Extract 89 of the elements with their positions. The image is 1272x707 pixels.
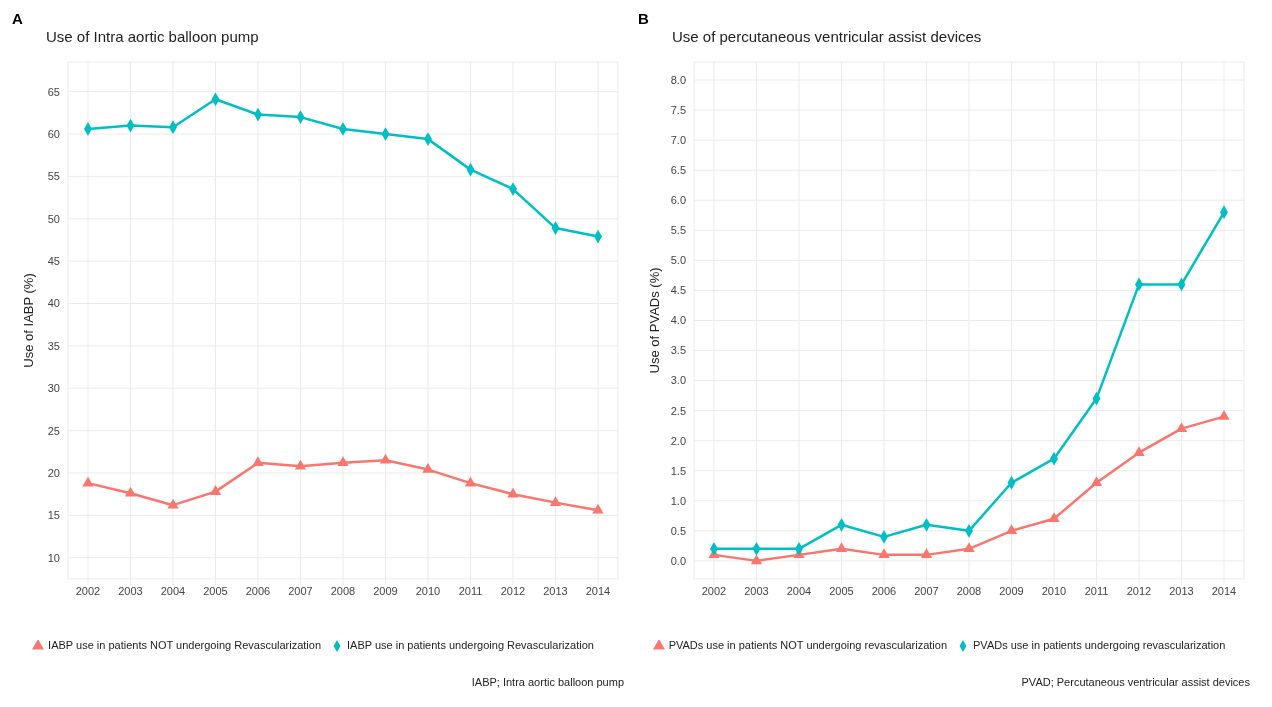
y-tick-label: 4.5	[670, 284, 686, 297]
legend-label: PVADs use in patients NOT undergoing revascularization	[668, 638, 948, 651]
y-tick-label: 45	[47, 255, 60, 268]
x-tick-label: 2002	[701, 584, 727, 597]
x-tick-label: 2008	[956, 584, 982, 597]
y-tick-label: 0.5	[670, 524, 686, 537]
point	[750, 554, 763, 565]
point	[549, 496, 562, 506]
y-tick-label: 30	[47, 382, 60, 395]
point	[167, 498, 179, 509]
x-tick-label: 2014	[1211, 584, 1237, 597]
y-tick-label: 15	[47, 509, 60, 522]
y-tick-label: 3.0	[670, 374, 686, 387]
point	[920, 548, 933, 559]
chart-title: Use of percutaneous ventricular assist devices	[672, 28, 982, 45]
point	[592, 503, 604, 514]
x-tick-label: 2003	[118, 584, 143, 597]
x-tick-label: 2007	[288, 584, 313, 597]
y-tick-label: 2.5	[670, 404, 686, 417]
x-tick-label: 2013	[1169, 584, 1194, 597]
x-tick-label: 2010	[1041, 584, 1067, 597]
point	[337, 456, 349, 467]
point	[1133, 446, 1145, 456]
x-tick-label: 2012	[1126, 584, 1152, 597]
point	[1090, 476, 1103, 486]
point	[464, 476, 477, 487]
point	[963, 542, 975, 553]
y-tick-label: 1.5	[670, 464, 686, 477]
y-tick-label: 4.0	[670, 314, 686, 327]
x-tick-label: 2004	[160, 584, 186, 597]
y-tick-label: 35	[47, 339, 60, 352]
point	[422, 463, 434, 473]
y-tick-label: 25	[47, 424, 60, 437]
point	[878, 548, 890, 559]
x-tick-label: 2012	[500, 584, 526, 597]
x-tick-label: 2003	[744, 584, 769, 597]
y-tick-label: 2.0	[670, 434, 686, 447]
y-tick-label: 20	[47, 466, 60, 479]
x-tick-label: 2009	[373, 584, 398, 597]
y-tick-label: 3.5	[670, 344, 686, 357]
point	[82, 476, 94, 487]
point	[294, 459, 307, 470]
point	[1218, 410, 1230, 420]
x-tick-label: 2008	[330, 584, 356, 597]
x-tick-label: 2013	[543, 584, 568, 597]
y-tick-label: 5.0	[670, 254, 686, 267]
point	[507, 487, 519, 498]
x-tick-label: 2004	[786, 584, 812, 597]
y-tick-label: 7.0	[670, 134, 686, 147]
y-tick-label: 8.0	[670, 73, 686, 86]
y-tick-label: 5.5	[670, 224, 686, 237]
y-tick-label: 1.0	[670, 494, 686, 507]
y-tick-label: 6.5	[670, 164, 686, 177]
point	[1048, 512, 1060, 523]
x-tick-label: 2002	[75, 584, 101, 597]
chart-title: Use of Intra aortic balloon pump	[46, 28, 259, 45]
y-tick-label: 7.5	[670, 103, 686, 116]
x-tick-label: 2011	[458, 584, 483, 597]
text: B	[638, 10, 649, 27]
y-tick-label: 6.0	[670, 194, 686, 207]
x-tick-label: 2006	[871, 584, 897, 597]
x-tick-label: 2006	[245, 584, 271, 597]
y-axis-title: Use of IABP (%)	[20, 273, 36, 368]
point	[835, 542, 848, 553]
text: IABP; Intra aortic balloon pump	[471, 676, 624, 688]
point	[209, 485, 222, 495]
y-tick-label: 40	[47, 297, 60, 310]
text: PVAD; Percutaneous ventricular assist devices	[1021, 676, 1250, 688]
point	[124, 486, 137, 497]
y-tick-label: 50	[47, 212, 60, 225]
x-tick-label: 2005	[203, 584, 228, 597]
y-tick-label: 60	[47, 127, 60, 140]
text: A	[12, 10, 23, 27]
y-tick-label: 10	[47, 551, 60, 564]
point	[379, 453, 392, 464]
legend-label: IABP use in patients NOT undergoing Revascularization	[48, 638, 322, 651]
x-tick-label: 2011	[1084, 584, 1109, 597]
y-tick-label: 55	[47, 170, 60, 183]
x-tick-label: 2007	[914, 584, 939, 597]
y-tick-label: 0.0	[670, 554, 686, 567]
y-tick-label: 65	[47, 85, 60, 98]
x-tick-label: 2010	[415, 584, 441, 597]
point	[252, 456, 264, 467]
y-axis-title: Use of PVADs (%)	[646, 267, 662, 374]
x-tick-label: 2009	[999, 584, 1024, 597]
x-tick-label: 2014	[585, 584, 611, 597]
x-tick-label: 2005	[829, 584, 854, 597]
legend-label: PVADs use in patients undergoing revascularization	[973, 638, 1226, 651]
legend-label: IABP use in patients undergoing Revascularization	[347, 638, 594, 651]
